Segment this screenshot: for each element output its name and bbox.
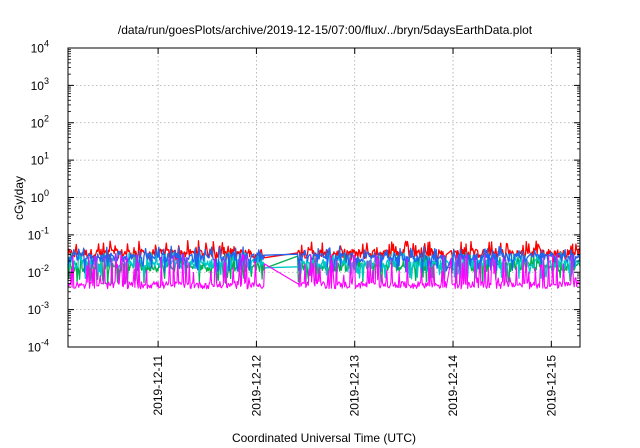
series-line <box>67 251 581 280</box>
grid <box>68 48 580 347</box>
chart-title: /data/run/goesPlots/archive/2019-12-15/0… <box>118 23 533 37</box>
y-tick-label: 101 <box>31 151 49 168</box>
y-tick-label: 102 <box>31 113 49 130</box>
y-tick-label: 103 <box>31 76 49 93</box>
y-tick-label: 104 <box>31 39 49 56</box>
y-tick-label: 10-3 <box>28 300 49 317</box>
series-layer <box>67 240 581 290</box>
y-axis-label: cGy/day <box>12 176 26 220</box>
x-tick-label: 2019-12-14 <box>446 355 460 417</box>
x-tick-label: 2019-12-13 <box>348 355 362 417</box>
x-tick-label: 2019-12-15 <box>544 355 558 417</box>
y-axis: 10-4 10-3 10-2 10-1 100 101 102 103 104 <box>28 39 580 355</box>
y-tick-label: 10-2 <box>28 263 49 280</box>
series-line <box>67 245 581 274</box>
y-tick-label: 100 <box>31 188 49 205</box>
x-tick-label: 2019-12-12 <box>249 355 263 417</box>
y-tick-label: 10-4 <box>28 338 49 355</box>
x-axis: 2019-12-11 2019-12-12 2019-12-13 2019-12-14… <box>151 48 558 416</box>
y-tick-label: 10-1 <box>28 225 49 242</box>
x-tick-label: 2019-12-11 <box>151 355 165 416</box>
series-line <box>67 253 581 290</box>
x-axis-label: Coordinated Universal Time (UTC) <box>232 431 416 445</box>
